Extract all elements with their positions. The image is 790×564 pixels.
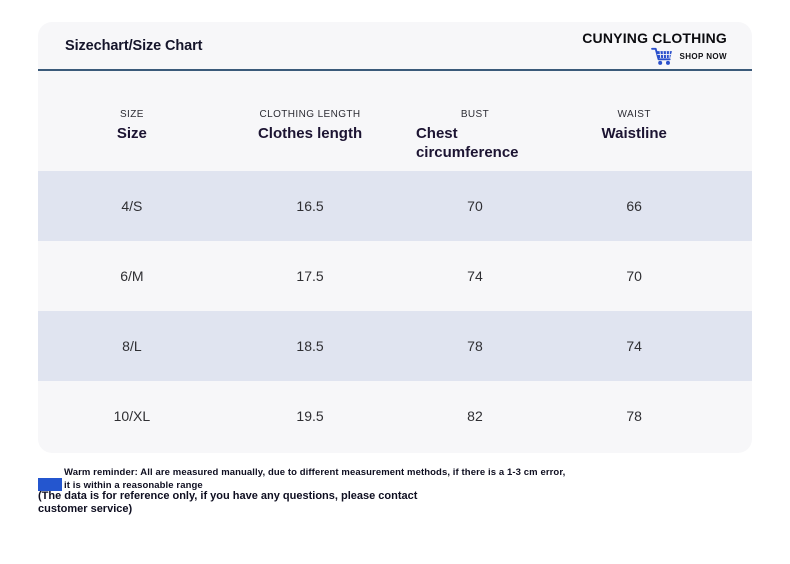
- reminder-line: it is within a reasonable range: [64, 480, 203, 491]
- table-cell: 16.5: [296, 198, 324, 214]
- page-title: Sizechart/Size Chart: [65, 37, 203, 54]
- table-cell: 74: [626, 338, 642, 354]
- cart-icon: [651, 47, 673, 66]
- table-cell: 17.5: [296, 268, 324, 284]
- column-eyebrow: BUST: [460, 109, 490, 120]
- table-cell: 70: [626, 268, 642, 284]
- note-line: (The data is for reference only, if you …: [38, 490, 418, 502]
- table-row: 8/L 18.5 78 74: [38, 311, 752, 381]
- column-header-bust: BUST Chest circumference: [394, 71, 555, 171]
- table-header-row: SIZE Size CLOTHING LENGTH Clothes length…: [38, 71, 752, 171]
- brand-block: CUNYING CLOTHING: [582, 30, 727, 66]
- column-header-length: CLOTHING LENGTH Clothes length: [226, 71, 395, 171]
- table-cell: 74: [467, 268, 483, 284]
- column-label: Size: [116, 125, 147, 142]
- column-eyebrow: WAIST: [617, 109, 651, 120]
- note-line: customer service): [38, 502, 133, 515]
- column-label: Waistline: [601, 125, 667, 142]
- shop-now-label: SHOP NOW: [679, 51, 727, 61]
- table-row: 10/XL 19.5 82 78: [38, 381, 752, 451]
- column-label: Clothes length: [257, 125, 363, 142]
- table-cell: 70: [467, 198, 483, 214]
- table-row: 6/M 17.5 74 70: [38, 241, 752, 311]
- table-row: 4/S 16.5 70 66: [38, 171, 752, 241]
- column-eyebrow: CLOTHING LENGTH: [259, 109, 361, 120]
- column-label: Chest circumference: [415, 125, 519, 161]
- table-cell: 10/XL: [113, 408, 151, 424]
- column-header-size: SIZE Size: [38, 71, 226, 171]
- table-cell: 78: [467, 338, 483, 354]
- shop-now-button[interactable]: SHOP NOW: [582, 47, 727, 66]
- legend-swatch: [38, 478, 62, 491]
- reminder-line: Warm reminder: All are measured manually…: [64, 467, 566, 478]
- reference-note-text: (The data is for reference only, if you …: [38, 490, 417, 515]
- warm-reminder-text: Warm reminder: All are measured manually…: [64, 466, 565, 492]
- table-cell: 6/M: [120, 268, 144, 284]
- size-chart-card: Sizechart/Size Chart CUNYING CLOTHING: [38, 22, 752, 453]
- table-cell: 82: [467, 408, 483, 424]
- brand-name: CUNYING CLOTHING: [582, 29, 727, 46]
- table-cell: 8/L: [122, 338, 142, 354]
- table-cell: 18.5: [296, 338, 324, 354]
- column-eyebrow: SIZE: [119, 109, 144, 120]
- table-cell: 78: [626, 408, 642, 424]
- card-header: Sizechart/Size Chart CUNYING CLOTHING: [38, 22, 752, 71]
- table-cell: 4/S: [121, 198, 143, 214]
- column-header-waist: WAIST Waistline: [556, 71, 713, 171]
- table-cell: 66: [626, 198, 642, 214]
- table-cell: 19.5: [296, 408, 324, 424]
